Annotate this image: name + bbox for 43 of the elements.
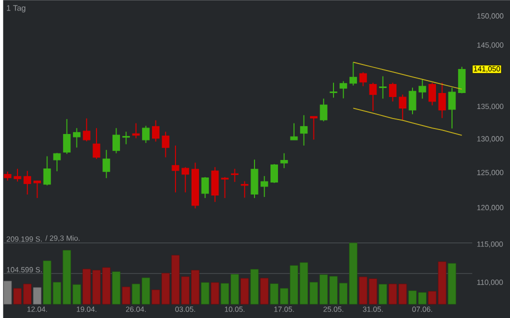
candlestick [33,180,41,198]
candlestick [458,66,466,94]
candlestick [270,164,278,184]
candlestick [398,94,406,120]
candlestick [132,122,140,139]
candlestick [162,131,170,158]
candlestick [122,131,130,145]
candlestick [418,78,426,100]
candlestick [172,145,180,193]
candlestick [63,118,71,154]
candlestick [448,87,456,129]
candlestick [369,82,377,112]
candlestick [43,156,51,186]
candlestick [53,152,61,172]
candlestick [379,76,387,100]
candlestick [221,176,229,198]
candlestick [260,176,268,198]
candlestick [82,118,90,142]
candlestick [428,82,436,106]
candlestick [310,116,318,140]
candlestick [320,98,328,122]
candlestick [388,82,396,102]
candlestick [72,128,80,148]
candlestick [152,120,160,142]
candlestick [230,168,238,182]
candlestick [142,125,150,144]
candlestick [102,149,110,179]
candlestick [438,82,446,119]
candlestick [290,122,298,140]
candlestick [201,176,209,198]
candlestick [349,62,357,86]
candlestick [24,170,32,195]
candlestick [408,87,416,115]
candlestick [92,128,100,160]
candlestick [112,128,120,154]
candlestick [280,152,288,169]
candlestick [300,114,308,146]
candlestick [340,80,348,99]
candlestick [359,72,367,87]
candlestick [14,168,22,182]
candlestick [330,82,338,98]
candlestick [240,180,248,198]
candlestick [182,166,190,193]
